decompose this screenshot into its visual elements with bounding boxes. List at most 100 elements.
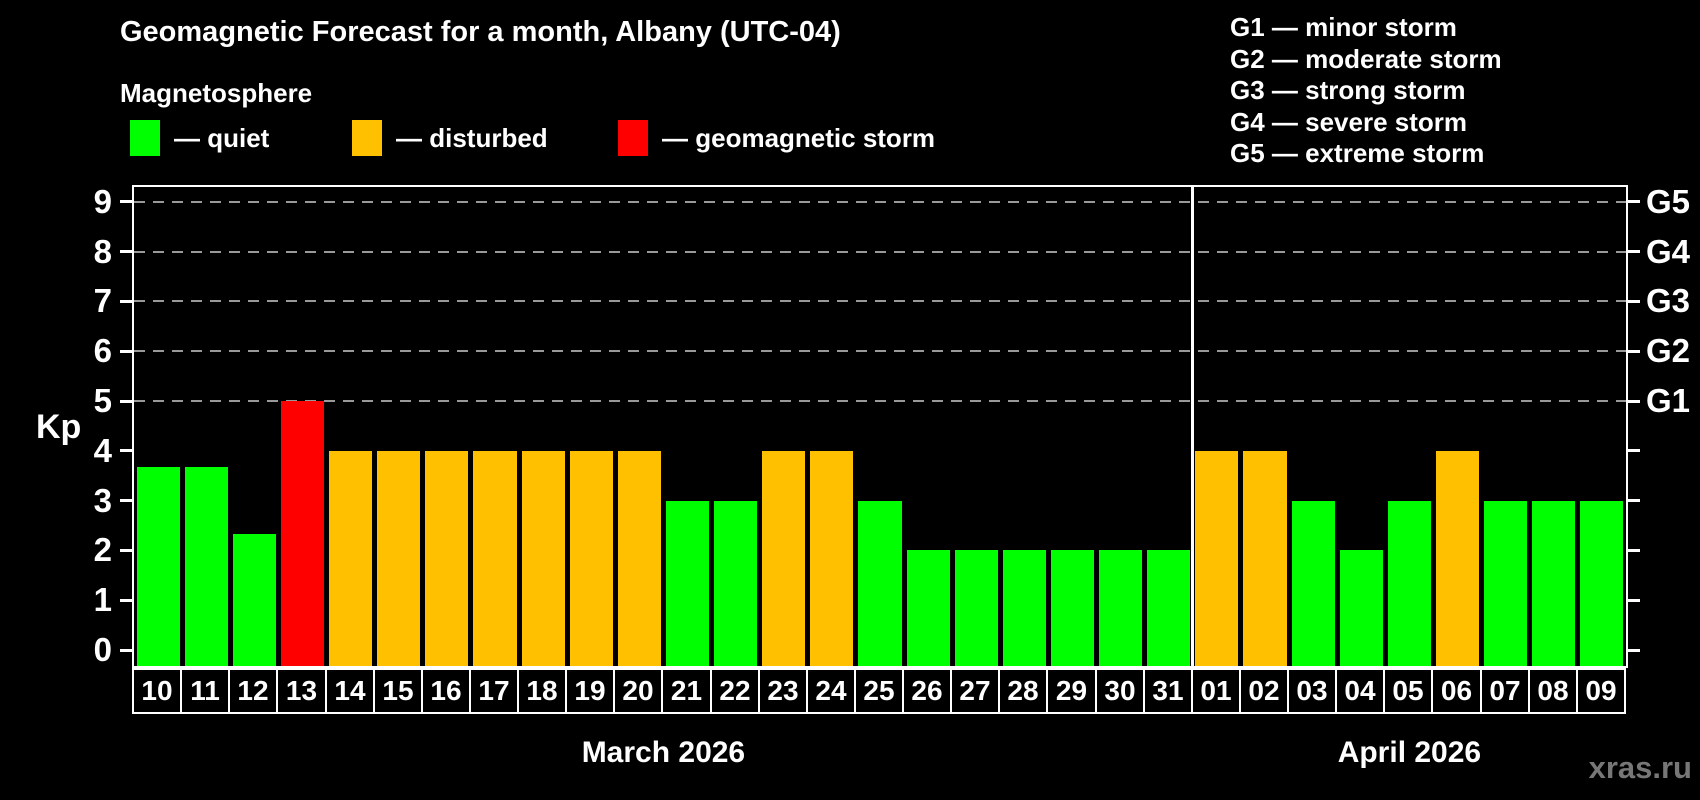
y-tick-right-7 xyxy=(1628,299,1640,303)
bar-day-19 xyxy=(569,450,613,666)
y-tick-right-5 xyxy=(1628,399,1640,403)
y-tick-right-0 xyxy=(1628,648,1640,652)
day-label-05: 05 xyxy=(1383,668,1433,714)
y-tick-right-4 xyxy=(1628,449,1640,453)
g-scale-label-g4: G4 xyxy=(1646,232,1691,270)
legend-label-quiet: — quiet xyxy=(174,122,270,153)
y-tick-label-7: 7 xyxy=(93,282,112,320)
day-label-27: 27 xyxy=(950,668,1000,714)
bar-day-05 xyxy=(1387,500,1431,666)
bar-day-15 xyxy=(377,450,421,666)
y-tick-left-9 xyxy=(120,200,132,204)
day-label-03: 03 xyxy=(1287,668,1337,714)
bar-day-30 xyxy=(1099,550,1143,666)
bar-day-08 xyxy=(1532,500,1576,666)
y-tick-left-2 xyxy=(120,548,132,552)
y-tick-label-9: 9 xyxy=(93,182,112,220)
storm-scale-line-g3: G3 — strong storm xyxy=(1230,75,1466,105)
y-tick-label-3: 3 xyxy=(93,481,112,519)
y-tick-label-6: 6 xyxy=(93,332,112,370)
chart-subtitle: Magnetosphere xyxy=(120,78,313,108)
bar-day-11 xyxy=(184,467,228,666)
day-label-25: 25 xyxy=(854,668,904,714)
y-tick-left-7 xyxy=(120,299,132,303)
day-label-07: 07 xyxy=(1480,668,1530,714)
storm-scale-line-g2: G2 — moderate storm xyxy=(1230,43,1502,74)
y-tick-right-9 xyxy=(1628,200,1640,204)
y-tick-left-0 xyxy=(120,648,132,652)
bar-day-21 xyxy=(665,500,710,666)
legend-item-storm: — geomagnetic storm xyxy=(618,119,935,157)
bar-day-09 xyxy=(1580,500,1624,666)
day-label-04: 04 xyxy=(1335,668,1385,714)
bar-day-22 xyxy=(714,500,758,666)
legend-label-disturbed: — disturbed xyxy=(396,122,548,153)
day-label-01: 01 xyxy=(1191,668,1241,714)
gridline-kp-6 xyxy=(134,350,1626,353)
y-tick-left-5 xyxy=(120,399,132,403)
gridline-kp-8 xyxy=(134,250,1626,253)
day-label-10: 10 xyxy=(132,668,182,714)
storm-scale-line-g5: G5 — extreme storm xyxy=(1230,138,1485,168)
plot-area xyxy=(132,185,1628,668)
bar-day-13 xyxy=(280,401,324,666)
y-tick-right-6 xyxy=(1628,349,1640,353)
y-tick-label-5: 5 xyxy=(93,382,112,419)
watermark: xras.ru xyxy=(1588,750,1692,785)
gridline-kp-5 xyxy=(134,400,1626,402)
y-tick-label-0: 0 xyxy=(93,631,112,668)
day-label-22: 22 xyxy=(710,668,760,714)
bar-day-29 xyxy=(1050,550,1095,666)
bar-day-23 xyxy=(762,450,806,666)
y-axis-label: Kp xyxy=(36,408,82,446)
day-label-11: 11 xyxy=(180,668,230,714)
day-label-29: 29 xyxy=(1046,668,1097,714)
day-label-20: 20 xyxy=(613,668,663,714)
bar-day-28 xyxy=(1002,550,1046,666)
month-label-0: March 2026 xyxy=(581,736,746,769)
legend-item-disturbed: — disturbed xyxy=(352,119,548,157)
x-axis-day-labels: 10 11 12 13 14 15 16 17 18 19 20 21 22 23 24 25 26 27 28 29… xyxy=(132,668,1628,714)
bar-day-01 xyxy=(1195,450,1239,666)
bar-day-16 xyxy=(425,450,469,666)
day-label-16: 16 xyxy=(421,668,471,714)
bar-day-25 xyxy=(858,500,902,666)
y-tick-left-4 xyxy=(120,449,132,453)
legend-item-quiet: — quiet xyxy=(130,119,269,157)
bar-day-31 xyxy=(1147,550,1191,666)
bar-day-02 xyxy=(1243,450,1287,666)
y-tick-left-8 xyxy=(120,250,132,254)
y-tick-label-1: 1 xyxy=(93,581,112,619)
day-label-19: 19 xyxy=(565,668,615,714)
y-tick-left-3 xyxy=(120,499,132,503)
bar-day-07 xyxy=(1484,500,1528,666)
y-tick-label-4: 4 xyxy=(93,431,112,469)
y-tick-right-3 xyxy=(1628,499,1640,503)
month-label-1: April 2026 xyxy=(1337,736,1482,769)
day-label-06: 06 xyxy=(1431,668,1482,714)
y-tick-left-6 xyxy=(120,349,132,353)
legend-label-storm: — geomagnetic storm xyxy=(662,122,936,153)
day-label-24: 24 xyxy=(806,668,856,714)
bar-day-10 xyxy=(136,467,180,666)
day-label-18: 18 xyxy=(517,668,567,714)
bar-day-27 xyxy=(954,550,998,666)
day-label-21: 21 xyxy=(661,668,712,714)
y-tick-left-1 xyxy=(120,598,132,602)
gridline-kp-9 xyxy=(134,200,1626,203)
day-label-28: 28 xyxy=(998,668,1048,714)
gridline-kp-7 xyxy=(134,300,1626,303)
storm-color-swatch xyxy=(618,120,648,156)
bar-day-24 xyxy=(810,450,854,666)
month-separator xyxy=(1191,187,1195,666)
g-scale-label-g2: G2 xyxy=(1646,332,1691,370)
chart-title: Geomagnetic Forecast for a month, Albany… xyxy=(120,16,841,48)
day-label-08: 08 xyxy=(1528,668,1578,714)
storm-scale-line-g4: G4 — severe storm xyxy=(1230,106,1468,137)
g-scale-label-g3: G3 xyxy=(1646,282,1691,320)
g-scale-label-g1: G1 xyxy=(1646,382,1691,419)
day-label-26: 26 xyxy=(902,668,952,714)
storm-scale-line-g1: G1 — minor storm xyxy=(1230,12,1457,42)
day-label-09: 09 xyxy=(1576,668,1626,714)
